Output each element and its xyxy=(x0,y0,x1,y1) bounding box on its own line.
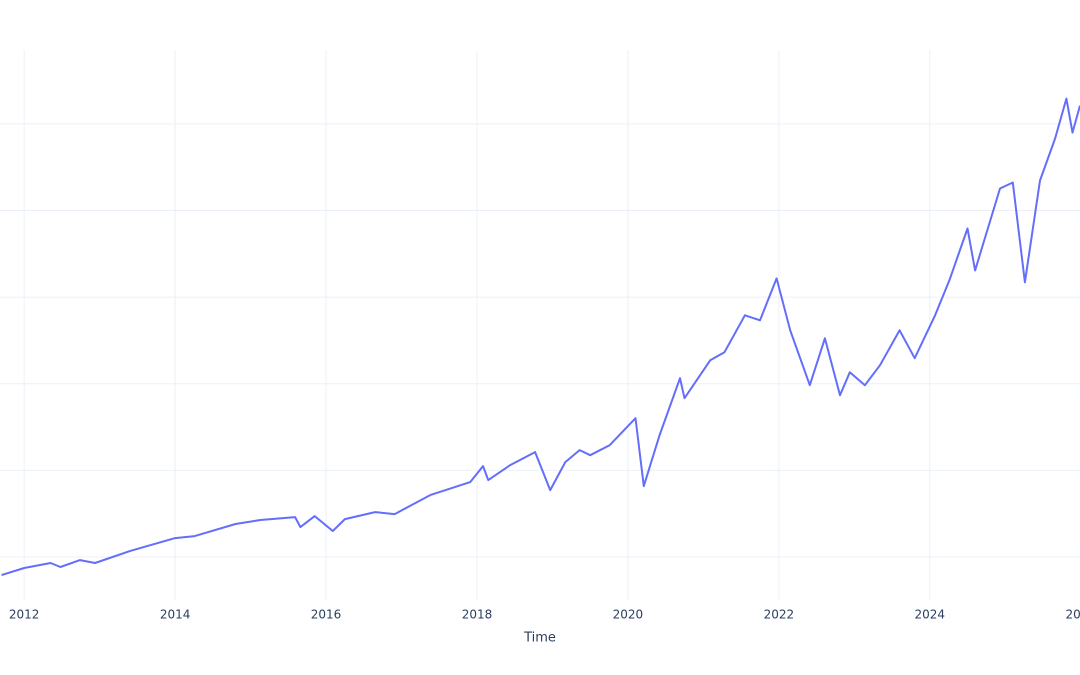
x-tick-label: 2024 xyxy=(915,608,946,622)
x-tick-label: 2022 xyxy=(764,608,795,622)
x-tick-label: 2018 xyxy=(462,608,493,622)
x-tick-label: 2014 xyxy=(160,608,191,622)
x-tick-label: 2016 xyxy=(311,608,342,622)
x-tick-label: 2026 xyxy=(1065,608,1080,622)
line-series xyxy=(1,97,1080,577)
x-axis-title: Time xyxy=(523,631,556,646)
x-tick-label: 2020 xyxy=(613,608,644,622)
x-tick-label: 2012 xyxy=(9,608,40,622)
